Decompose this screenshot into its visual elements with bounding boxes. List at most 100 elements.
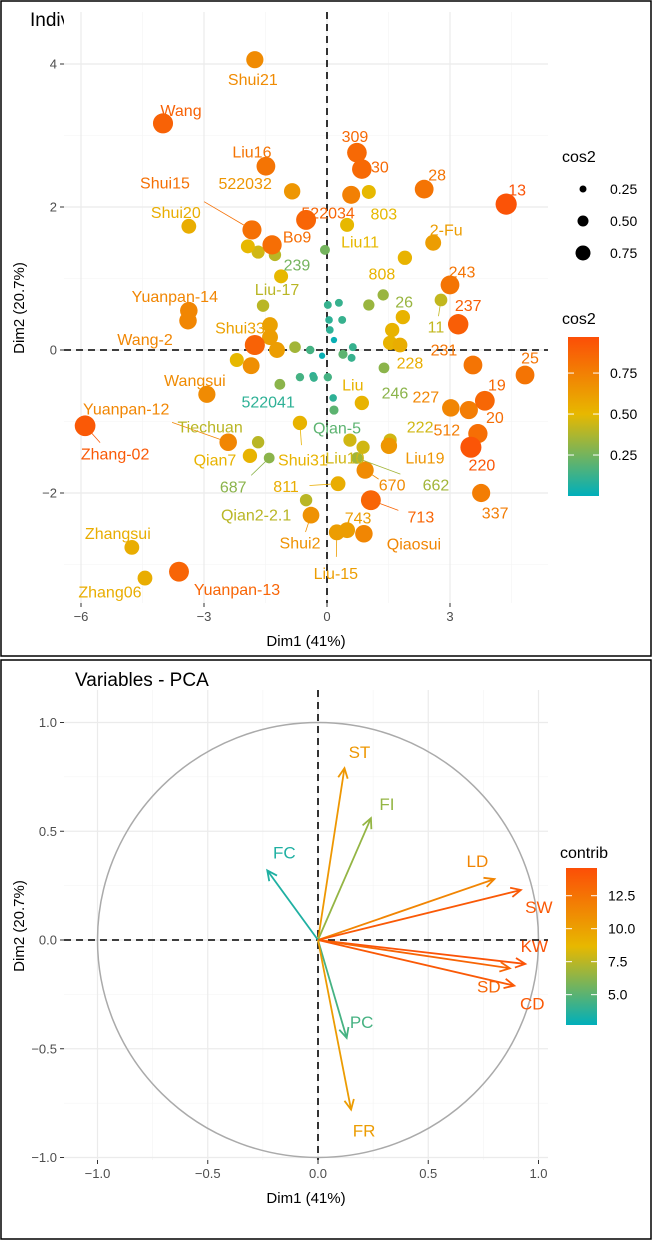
point-237 (448, 314, 469, 335)
x-tick-label: −0.5 (195, 1166, 221, 1181)
point (323, 300, 332, 309)
point-label: 522034 (301, 205, 354, 222)
variable-arrow-KW: KW (317, 937, 548, 969)
point (338, 316, 347, 324)
point-label: 713 (408, 510, 435, 527)
point-Wangsui (198, 385, 216, 403)
arrow-head (483, 876, 497, 888)
point-label: 808 (369, 266, 396, 283)
point-label: 522041 (241, 394, 294, 411)
point-11 (434, 293, 448, 307)
point-Liu (354, 395, 370, 411)
point-label: 220 (469, 458, 496, 475)
point-label: Zhangsui (85, 526, 151, 543)
point-label: Liu-17 (255, 282, 300, 299)
point-Shui21 (246, 51, 264, 69)
variable-arrow-LD: LD (317, 852, 497, 941)
point (385, 322, 400, 338)
arrow-shaft (317, 817, 372, 941)
point-label: 512 (434, 423, 461, 440)
point-label: Liu16 (232, 145, 271, 162)
point-label: Shui33 (215, 320, 265, 337)
point-label: 239 (284, 257, 311, 274)
colorbar (568, 337, 599, 496)
colorbar-tick-label: 10.0 (608, 921, 635, 937)
point (338, 349, 348, 359)
label-leader-line (309, 483, 339, 486)
point (334, 298, 343, 307)
point-label: 743 (345, 511, 372, 528)
point-label: 231 (431, 343, 458, 360)
size-legend-label: 0.75 (610, 245, 637, 261)
variable-arrow-FR: FR (317, 939, 375, 1141)
size-legend: cos2 0.25 0.50 0.75 (562, 149, 637, 261)
variable-label: PC (350, 1013, 374, 1032)
point-227 (442, 399, 460, 417)
variable-arrow-PC: PC (317, 939, 374, 1040)
x-tick-label: 3 (446, 609, 453, 624)
point-Tiechuan (251, 436, 265, 449)
point-label: Shui20 (151, 205, 201, 222)
y-tick-label: −2 (42, 486, 57, 501)
axes: −1.0 −0.5 0.0 0.5 1.0 −1.0 −0.5 0.0 0.5 1.0 (31, 690, 548, 1181)
point-label: Shui31 (278, 452, 328, 469)
point-Wang (152, 113, 174, 134)
variable-label: FC (273, 843, 296, 862)
point-228 (392, 337, 408, 353)
point-337 (472, 483, 491, 503)
point-Zhangsui (124, 539, 140, 555)
point-label: Liu-15 (314, 566, 359, 583)
point-label: Shui15 (140, 175, 190, 192)
colorbar-tick-label: 0.25 (610, 447, 637, 463)
size-legend-label: 0.50 (610, 213, 637, 229)
point-808 (397, 250, 413, 265)
variable-arrow-ST: ST (317, 743, 370, 941)
variable-arrow-SW: SW (317, 886, 553, 941)
point-label: 28 (428, 168, 446, 185)
point-label: 337 (482, 506, 509, 523)
point (363, 299, 375, 311)
size-legend-title: cos2 (562, 149, 596, 166)
variable-label: FI (379, 795, 394, 814)
point-label: Liu19 (405, 450, 444, 467)
x-tick-label: −6 (74, 609, 89, 624)
contrib-legend: contrib 5.0 7.5 10.0 12.5 (560, 845, 635, 1025)
point-label: 237 (455, 298, 482, 315)
size-legend-dot (575, 245, 591, 261)
y-tick-label: 1.0 (39, 715, 57, 730)
colorbar (566, 868, 597, 1025)
point-522034 (296, 209, 317, 230)
point-label: 687 (220, 479, 247, 496)
point (244, 334, 265, 356)
label-leader-line (84, 425, 101, 443)
arrow-head (361, 816, 373, 830)
y-axis-title: Dim2 (20.7%) (11, 262, 28, 354)
point-label: Shui21 (228, 72, 278, 89)
y-tick-label: 4 (50, 57, 57, 72)
arrow-head (509, 886, 523, 898)
x-tick-label: −3 (197, 609, 212, 624)
variable-label: KW (521, 937, 548, 956)
point (347, 353, 356, 362)
point-label: 309 (342, 129, 369, 146)
point (229, 353, 244, 368)
point (251, 245, 265, 259)
contrib-legend-title: contrib (560, 845, 608, 862)
variable-arrow-CD: CD (317, 939, 545, 1014)
point-309 (347, 142, 367, 163)
point-label: Wang-2 (117, 332, 173, 349)
point (342, 185, 361, 204)
label-leader-line (335, 532, 338, 557)
point-label: Zhang-02 (81, 446, 150, 463)
variable-label: SW (525, 898, 552, 917)
point-Shui33 (262, 317, 278, 333)
point-label: 30 (371, 160, 389, 177)
size-legend-dot (579, 185, 587, 193)
point-Qian-5 (329, 405, 339, 415)
colorbar-tick-label: 0.50 (610, 406, 637, 422)
point-Zhang06 (137, 570, 153, 586)
point-label: 522032 (218, 176, 271, 193)
point-label: 13 (508, 183, 526, 200)
